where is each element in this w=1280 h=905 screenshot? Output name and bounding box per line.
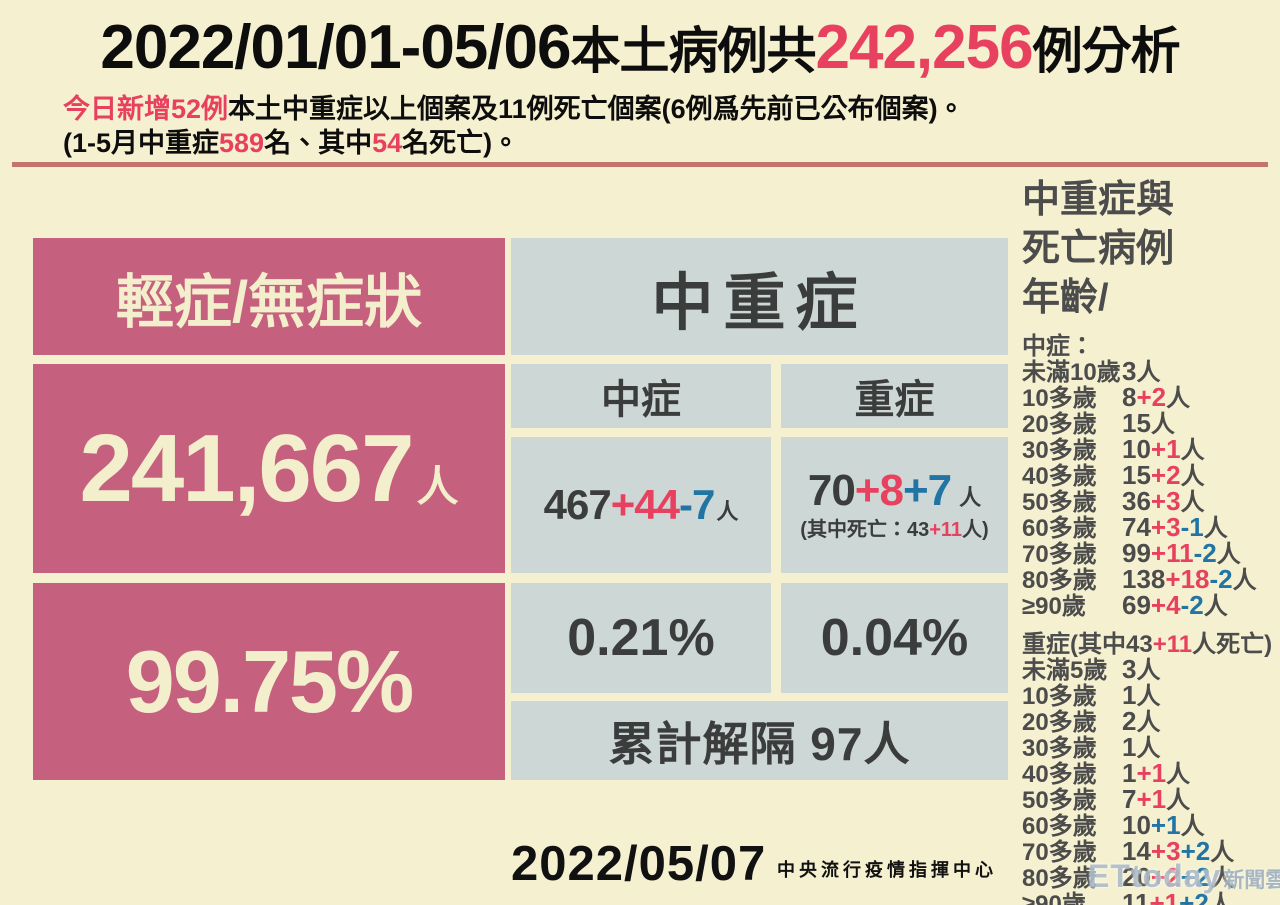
age-row: 30多歲 10+1人	[1022, 434, 1280, 464]
age-row: 70多歲 14+3+2人	[1022, 836, 1280, 866]
age-row: 40多歲 1+1人	[1022, 758, 1280, 788]
header-divider	[12, 162, 1268, 167]
age-row: 20多歲 2人	[1022, 706, 1280, 736]
severe-count-unit: 人	[959, 484, 982, 510]
subtitle-cumulative-note: (1-5月中重症589名、其中54名死亡)。	[63, 128, 520, 158]
age-row-label: ≥90歲	[1022, 891, 1086, 905]
age-row-label: 30多歲	[1022, 437, 1097, 464]
age-row-label: 10多歲	[1022, 683, 1097, 710]
severe-column-label: 重症	[781, 364, 1008, 428]
age-row-label: ≥90歲	[1022, 593, 1086, 620]
watermark-suffix: 新聞雲	[1223, 869, 1280, 892]
age-row-label: 70多歲	[1022, 839, 1097, 866]
age-row: 40多歲 15+2人	[1022, 460, 1280, 490]
severe-count-line: 70+8+7 人	[807, 465, 982, 515]
moderate-column-label: 中症	[511, 364, 771, 428]
age-row: 60多歲 74+3-1人	[1022, 512, 1280, 542]
mild-count-value: 241,667	[79, 415, 414, 522]
agency-name: 中央流行疫情指揮中心	[777, 860, 997, 880]
age-row-label: 50多歲	[1022, 489, 1097, 516]
age-row: 30多歲 1人	[1022, 732, 1280, 762]
severe-rate: 0.04%	[781, 583, 1008, 693]
age-row-label: 10多歲	[1022, 385, 1097, 412]
age-row-value: 1人	[1122, 680, 1161, 710]
age-row-value: 138+18-2人	[1122, 564, 1257, 594]
age-row-value: 1人	[1122, 732, 1161, 762]
age-row: 未滿5歲 3人	[1022, 654, 1280, 684]
age-panel-title-line1: 中重症與	[1022, 179, 1175, 221]
age-row-value: 15+2人	[1122, 460, 1205, 490]
age-row-value: 11+1+2人	[1122, 888, 1233, 905]
age-row-label: 未滿10歲	[1022, 359, 1121, 386]
severe-count: 70+8+7 人 (其中死亡：43+11人)	[781, 437, 1008, 573]
age-row-label: 20多歲	[1022, 411, 1097, 438]
age-row: 未滿10歲3人	[1022, 356, 1280, 386]
age-row-label: 80多歲	[1022, 865, 1097, 892]
age-row-value: 3人	[1122, 654, 1161, 684]
age-row-label: 30多歲	[1022, 735, 1097, 762]
severe-death-note: (其中死亡：43+11人)	[800, 519, 989, 542]
age-row-label: 未滿5歲	[1022, 657, 1108, 684]
age-row: 80多歲 20+2+2人	[1022, 862, 1280, 892]
age-row-value: 2人	[1122, 706, 1161, 736]
age-panel-title-line3: 年齡/	[1022, 277, 1109, 319]
released-from-isolation-total: 累計解隔 97人	[511, 701, 1008, 780]
age-row: 80多歲 138+18-2人	[1022, 564, 1280, 594]
mild-cases-header: 輕症/無症狀	[33, 238, 505, 355]
mild-count-unit: 人	[416, 463, 459, 510]
age-row-value: 36+3人	[1122, 486, 1205, 516]
age-severe-rows: 未滿5歲 3人 10多歲 1人 20多歲 2人 30多歲 1人 40多歲 1+1人 50多歲 7+1人…	[1022, 654, 1280, 905]
age-row-value: 7+1人	[1122, 784, 1191, 814]
age-row-value: 10+1人	[1122, 434, 1205, 464]
watermark-ettoday: ETtoday	[1088, 858, 1222, 894]
age-row-value: 14+3+2人	[1122, 836, 1235, 866]
watermark-logo: ETtoday新聞雲	[1088, 858, 1280, 895]
age-row: ≥90歲 11+1+2人	[1022, 888, 1280, 905]
age-row: 10多歲 8+2人	[1022, 382, 1280, 412]
age-row-value: 15人	[1122, 408, 1175, 438]
age-row-value: 69+4-2人	[1122, 590, 1228, 620]
age-row: 10多歲 1人	[1022, 680, 1280, 710]
age-row-label: 20多歲	[1022, 709, 1097, 736]
mild-cases-percent: 99.75%	[33, 583, 505, 780]
age-moderate-header: 中症：	[1022, 333, 1094, 360]
age-row: 50多歲 36+3人	[1022, 486, 1280, 516]
age-row-label: 60多歲	[1022, 515, 1097, 542]
age-row-value: 8+2人	[1122, 382, 1191, 412]
moderate-rate: 0.21%	[511, 583, 771, 693]
report-date: 2022/05/07	[511, 837, 767, 891]
age-row-label: 80多歲	[1022, 567, 1097, 594]
age-row-value: 10+1人	[1122, 810, 1205, 840]
age-row: 70多歲 99+11-2人	[1022, 538, 1280, 568]
subtitle-daily-new-cases: 今日新增52例本土中重症以上個案及11例死亡個案(6例爲先前已公布個案)。	[63, 94, 965, 124]
age-row-value: 3人	[1122, 356, 1161, 386]
age-panel-title-line2: 死亡病例	[1022, 228, 1175, 270]
age-row-value: 20+2+2人	[1122, 862, 1235, 892]
age-row-value: 74+3-1人	[1122, 512, 1228, 542]
severe-count-value: 70+8+7	[807, 465, 952, 515]
moderate-count-value: 467+44-7	[543, 481, 716, 528]
age-panel-title: 中重症與 死亡病例 年齡/	[1022, 176, 1174, 323]
age-row: ≥90歲 69+4-2人	[1022, 590, 1280, 620]
age-row-value: 99+11-2人	[1122, 538, 1241, 568]
moderate-count: 467+44-7人	[511, 437, 771, 573]
age-row-label: 40多歲	[1022, 761, 1097, 788]
mild-cases-count: 241,667人	[33, 364, 505, 573]
age-row-value: 1+1人	[1122, 758, 1191, 788]
age-severe-header: 重症(其中43+11人死亡)：	[1022, 631, 1280, 658]
age-moderate-rows: 未滿10歲3人 10多歲 8+2人 20多歲 15人 30多歲 10+1人 40多歲 15+2人…	[1022, 356, 1280, 620]
moderate-severe-header: 中重症	[511, 238, 1008, 355]
age-row: 60多歲 10+1人	[1022, 810, 1280, 840]
age-row-label: 60多歲	[1022, 813, 1097, 840]
age-breakdown-list: 中症： 未滿10歲3人 10多歲 8+2人 20多歲 15人 30多歲 10+1人 40多歲 1…	[1022, 334, 1280, 905]
moderate-count-unit: 人	[716, 499, 739, 524]
page-title: 2022/01/01-05/06本土病例共242,256例分析	[100, 13, 1180, 82]
age-row: 50多歲 7+1人	[1022, 784, 1280, 814]
age-row-label: 40多歲	[1022, 463, 1097, 490]
age-row-label: 50多歲	[1022, 787, 1097, 814]
age-row-label: 70多歲	[1022, 541, 1097, 568]
age-row: 20多歲 15人	[1022, 408, 1280, 438]
